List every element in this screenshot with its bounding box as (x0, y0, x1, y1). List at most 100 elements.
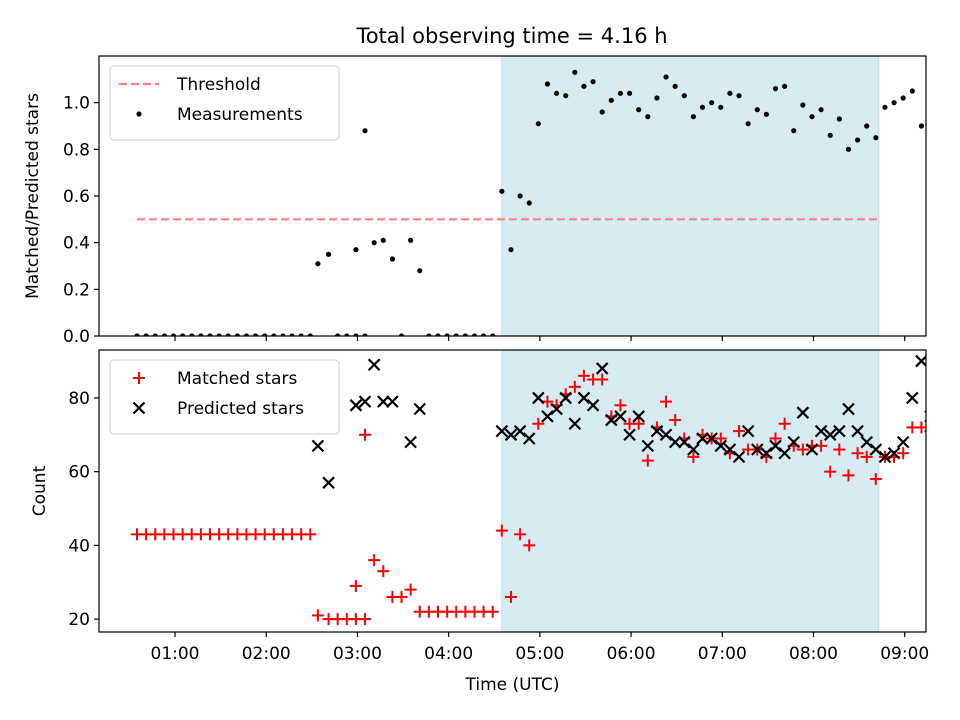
measurement-point (681, 93, 687, 99)
measurement-point (900, 95, 906, 101)
measurement-point (946, 144, 951, 149)
matched-point (851, 447, 864, 460)
matched-point (833, 443, 846, 456)
predicted-point (851, 424, 864, 438)
measurement-point (216, 333, 222, 336)
measurement-point (873, 135, 879, 141)
measurement-point (280, 333, 286, 336)
predicted-point (577, 391, 591, 405)
measurement-point (809, 114, 815, 120)
matched-point (943, 429, 955, 441)
top-legend-entry: Threshold (119, 75, 261, 95)
measurement-point (271, 333, 277, 336)
bottom-legend: Matched stars Predicted stars (109, 359, 340, 435)
bottom-series-1 (311, 354, 960, 489)
predicted-point (732, 450, 746, 464)
measurement-point (836, 116, 842, 122)
matched-point (842, 469, 855, 482)
measurement-point (307, 333, 313, 336)
measurement-point (672, 83, 678, 89)
measurement-point (435, 333, 441, 336)
measurement-point (553, 90, 560, 96)
predicted-point (714, 439, 728, 453)
measurement-point (426, 333, 432, 336)
predicted-point (495, 424, 509, 438)
predicted-point (805, 443, 819, 456)
measurement-point (663, 74, 669, 80)
measurement-point (599, 109, 605, 115)
predicted-point (413, 402, 427, 416)
measurement-point (180, 333, 186, 336)
measurement-point (417, 268, 423, 274)
measurement-point (937, 114, 942, 119)
predicted-point (842, 402, 855, 416)
predicted-point (605, 413, 618, 427)
predicted-point (614, 410, 627, 423)
predicted-point (659, 428, 673, 442)
matched-point (349, 579, 362, 592)
measurement-point (690, 114, 697, 120)
matched-point (641, 454, 654, 467)
matched-point (311, 609, 324, 622)
predicted-point (532, 391, 545, 405)
top-ytick-label: 0.0 (63, 327, 90, 347)
matched-point (514, 528, 527, 541)
predicted-point (386, 395, 399, 408)
predicted-point (358, 395, 372, 408)
legend-measurement-swatch (136, 111, 142, 117)
matched-point (796, 443, 809, 456)
measurement-point (645, 114, 651, 120)
predicted-point (367, 358, 381, 372)
predicted-point (404, 435, 417, 449)
bottom-plot-area (131, 350, 960, 632)
measurement-point (736, 93, 742, 99)
measurement-point (389, 256, 396, 262)
measurement-point (453, 333, 459, 336)
matched-point (495, 524, 508, 537)
measurement-point (508, 247, 514, 253)
measurement-point (918, 123, 925, 129)
measurement-point (772, 86, 779, 92)
measurement-point (298, 333, 304, 336)
matched-point (952, 480, 960, 492)
measurement-point (818, 107, 824, 113)
predicted-point (322, 476, 335, 489)
measurement-point (709, 100, 715, 106)
legend-matched-swatch (133, 372, 145, 384)
predicted-point (952, 474, 960, 485)
bottom-legend-entry: Matched stars (133, 369, 297, 389)
matched-point (577, 369, 590, 382)
predicted-point (796, 406, 810, 419)
matched-point (523, 539, 536, 552)
bottom-xtick-label: 08:00 (789, 644, 838, 664)
top-observing-window (501, 56, 880, 336)
measurement-point (344, 333, 350, 336)
measurement-point (315, 261, 321, 267)
bottom-xtick-label: 01:00 (151, 644, 200, 664)
measurement-point (225, 333, 231, 336)
matched-point (778, 417, 791, 430)
matched-point (733, 425, 746, 438)
chart-title: Total observing time = 4.16 h (355, 24, 667, 48)
matched-point (687, 450, 700, 463)
predicted-point (924, 410, 926, 423)
measurement-point (362, 128, 368, 134)
measurement-point (143, 333, 149, 336)
measurement-point (800, 102, 806, 108)
top-plot: 0.0 0.2 0.4 0.6 0.8 1.0 Matched/Predicted star… (23, 55, 951, 347)
top-ytick-label: 0.6 (63, 187, 90, 207)
measurement-point (152, 333, 158, 336)
measurement-point (535, 121, 541, 127)
predicted-point (504, 428, 518, 442)
measurement-point (891, 100, 897, 106)
predicted-point (887, 446, 901, 460)
predicted-point (787, 435, 801, 449)
bottom-ytick-label: 40 (68, 536, 90, 556)
measurement-point (490, 333, 496, 336)
measurement-point (718, 104, 724, 110)
matched-point (568, 380, 581, 393)
matched-point (532, 417, 545, 430)
predicted-point (760, 446, 773, 460)
predicted-point (778, 446, 791, 460)
